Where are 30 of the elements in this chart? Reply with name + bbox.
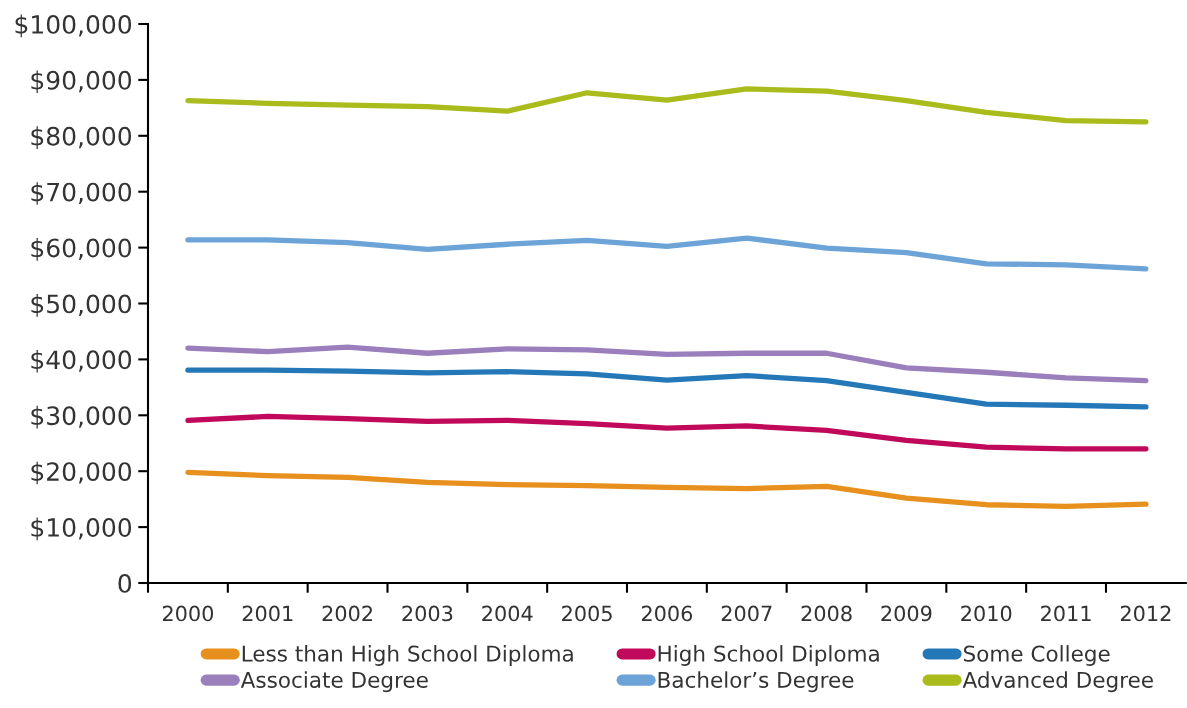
y-tick-label: $70,000 (31, 182, 132, 205)
legend-label: Advanced Degree (962, 671, 1153, 693)
legend-label: Some College (963, 645, 1110, 666)
x-tick-label: 2005 (562, 605, 612, 622)
x-tick-label: 2007 (721, 605, 772, 622)
legend-label: Less than High School Diploma (242, 645, 573, 666)
y-tick-label: $10,000 (31, 517, 132, 541)
y-tick-label: $100,000 (15, 14, 132, 38)
x-tick-label: 2003 (402, 605, 453, 622)
y-tick-label: $80,000 (31, 126, 132, 149)
x-tick-label: 2001 (242, 605, 293, 622)
legend-label: Bachelor’s Degree (658, 671, 854, 693)
x-tick-label: 2008 (801, 605, 852, 622)
y-tick-label: 0 (118, 573, 132, 593)
y-tick-label: $50,000 (31, 294, 132, 317)
x-tick-label: 2006 (641, 605, 693, 622)
y-tick-label: $30,000 (31, 405, 132, 429)
legend-label: High School Diploma (658, 645, 879, 666)
y-tick-label: $90,000 (31, 70, 132, 94)
y-tick-label: $20,000 (31, 461, 132, 485)
x-tick-label: 2009 (881, 605, 932, 622)
y-tick-label: $40,000 (31, 349, 132, 373)
x-tick-label: 2010 (961, 605, 1012, 622)
x-tick-label: 2004 (482, 605, 533, 622)
x-tick-label: 2002 (322, 605, 372, 622)
x-tick-label: 2000 (162, 605, 214, 622)
x-tick-label: 2012 (1120, 605, 1171, 622)
x-tick-label: 2011 (1041, 605, 1091, 622)
y-tick-label: $60,000 (31, 238, 132, 261)
legend-label: Associate Degree (240, 671, 428, 693)
